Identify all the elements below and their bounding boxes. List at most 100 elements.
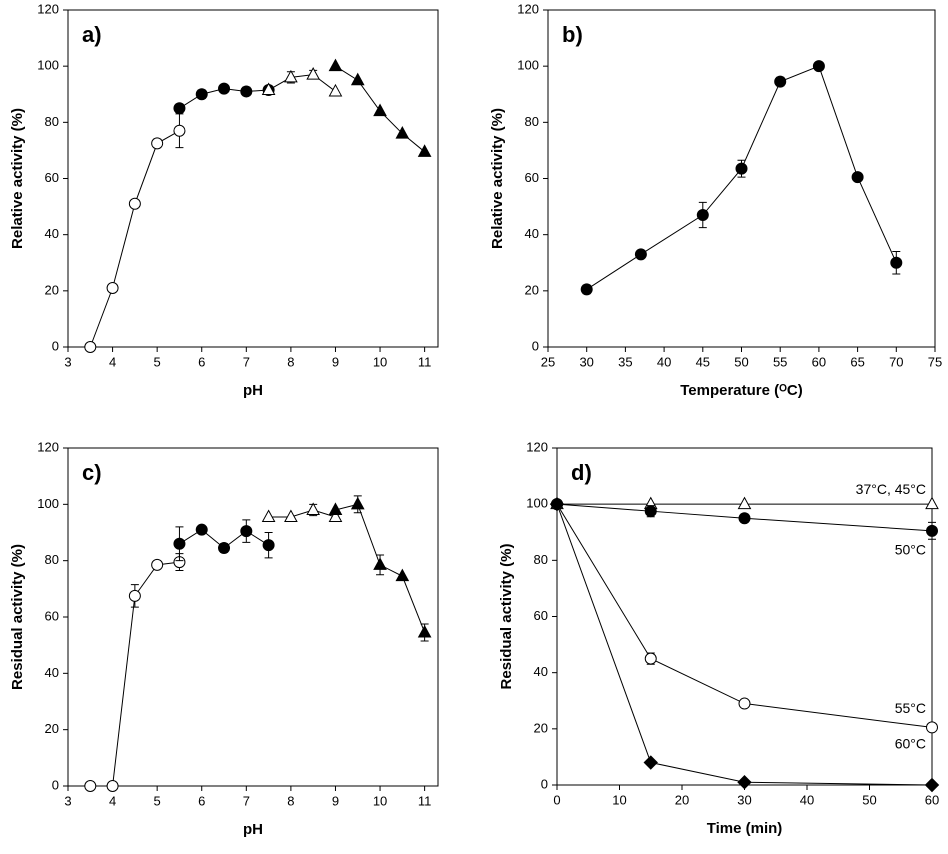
marker xyxy=(890,256,903,269)
y-tick-label: 20 xyxy=(45,282,59,297)
marker xyxy=(328,502,343,515)
marker xyxy=(580,283,593,296)
marker xyxy=(306,67,321,80)
marker xyxy=(106,780,119,792)
marker xyxy=(373,103,387,117)
marker xyxy=(173,102,186,115)
x-tick-label: 10 xyxy=(373,354,387,369)
x-tick-label: 45 xyxy=(696,354,710,369)
plot-frame xyxy=(67,9,439,348)
y-tick-label: 120 xyxy=(37,1,59,16)
marker xyxy=(218,82,231,95)
y-tick-label: 100 xyxy=(517,58,539,73)
x-tick-label: 55 xyxy=(773,354,787,369)
panel-label: a) xyxy=(82,22,102,47)
marker xyxy=(240,525,253,538)
y-tick-label: 60 xyxy=(45,608,59,623)
x-tick-label: 65 xyxy=(850,354,864,369)
series-line xyxy=(268,74,336,92)
y-tick-label: 60 xyxy=(534,608,548,623)
x-tick-label: 3 xyxy=(64,793,71,808)
series-label: 50°C xyxy=(895,542,926,558)
x-tick-label: 5 xyxy=(154,793,161,808)
marker xyxy=(218,541,231,554)
y-tick-label: 0 xyxy=(532,338,539,353)
y-tick-label: 40 xyxy=(45,226,59,241)
marker xyxy=(350,496,365,510)
x-tick-label: 50 xyxy=(734,354,748,369)
panel-label: b) xyxy=(562,22,583,47)
y-tick-label: 100 xyxy=(526,496,548,511)
y-axis-label: Relative activity (%) xyxy=(9,108,26,249)
y-tick-label: 80 xyxy=(45,552,59,567)
marker xyxy=(812,60,825,73)
x-tick-label: 9 xyxy=(332,793,339,808)
marker xyxy=(738,512,751,525)
marker xyxy=(240,85,253,98)
y-tick-label: 0 xyxy=(541,776,548,791)
y-tick-label: 0 xyxy=(52,338,59,353)
marker xyxy=(696,209,709,222)
y-tick-label: 100 xyxy=(37,58,59,73)
marker xyxy=(644,505,657,518)
y-axis-label: Residual activity (%) xyxy=(498,544,515,690)
x-tick-label: 75 xyxy=(928,354,942,369)
series-label: 37°C, 45°C xyxy=(856,481,926,497)
panel-label: d) xyxy=(571,460,592,485)
y-tick-label: 60 xyxy=(525,170,539,185)
x-tick-label: 9 xyxy=(332,354,339,369)
y-tick-label: 40 xyxy=(534,664,548,679)
plot-frame xyxy=(67,447,439,787)
marker xyxy=(924,777,940,793)
x-tick-label: 8 xyxy=(287,793,294,808)
x-tick-label: 70 xyxy=(889,354,903,369)
marker xyxy=(774,75,787,88)
x-tick-label: 50 xyxy=(862,792,876,807)
x-axis-label: Time (min) xyxy=(707,820,783,837)
x-tick-label: 10 xyxy=(373,793,387,808)
x-tick-label: 10 xyxy=(612,792,626,807)
series-line xyxy=(89,130,180,348)
x-tick-label: 7 xyxy=(243,793,250,808)
marker xyxy=(851,171,864,184)
marker xyxy=(395,126,410,139)
x-tick-label: 8 xyxy=(287,354,294,369)
y-tick-label: 80 xyxy=(45,114,59,129)
marker xyxy=(373,557,387,570)
x-tick-label: 40 xyxy=(800,792,814,807)
marker xyxy=(151,137,164,150)
x-tick-label: 6 xyxy=(198,793,205,808)
marker xyxy=(417,624,432,638)
y-tick-label: 20 xyxy=(525,282,539,297)
y-axis-label: Relative activity (%) xyxy=(489,108,506,249)
marker xyxy=(306,502,321,515)
x-tick-label: 3 xyxy=(64,354,71,369)
x-tick-label: 5 xyxy=(154,354,161,369)
series-line xyxy=(556,503,933,786)
x-tick-label: 60 xyxy=(812,354,826,369)
x-tick-label: 40 xyxy=(657,354,671,369)
marker xyxy=(173,124,186,137)
y-tick-label: 120 xyxy=(517,1,539,16)
marker xyxy=(737,496,752,510)
series-line xyxy=(586,65,897,290)
x-tick-label: 20 xyxy=(675,792,689,807)
marker xyxy=(84,780,97,792)
x-tick-label: 30 xyxy=(737,792,751,807)
marker xyxy=(173,537,186,550)
y-tick-label: 120 xyxy=(526,439,548,454)
marker xyxy=(128,197,141,210)
marker xyxy=(549,496,565,512)
marker xyxy=(284,509,298,523)
y-tick-label: 100 xyxy=(37,496,59,511)
series-line xyxy=(556,503,933,532)
x-tick-label: 4 xyxy=(109,793,116,808)
x-tick-label: 60 xyxy=(925,792,939,807)
marker xyxy=(195,523,208,536)
x-axis-label: Temperature (ᴼC) xyxy=(680,382,803,399)
x-axis-label: pH xyxy=(243,382,263,399)
y-tick-label: 40 xyxy=(45,665,59,680)
marker xyxy=(84,341,97,353)
x-tick-label: 4 xyxy=(109,354,116,369)
